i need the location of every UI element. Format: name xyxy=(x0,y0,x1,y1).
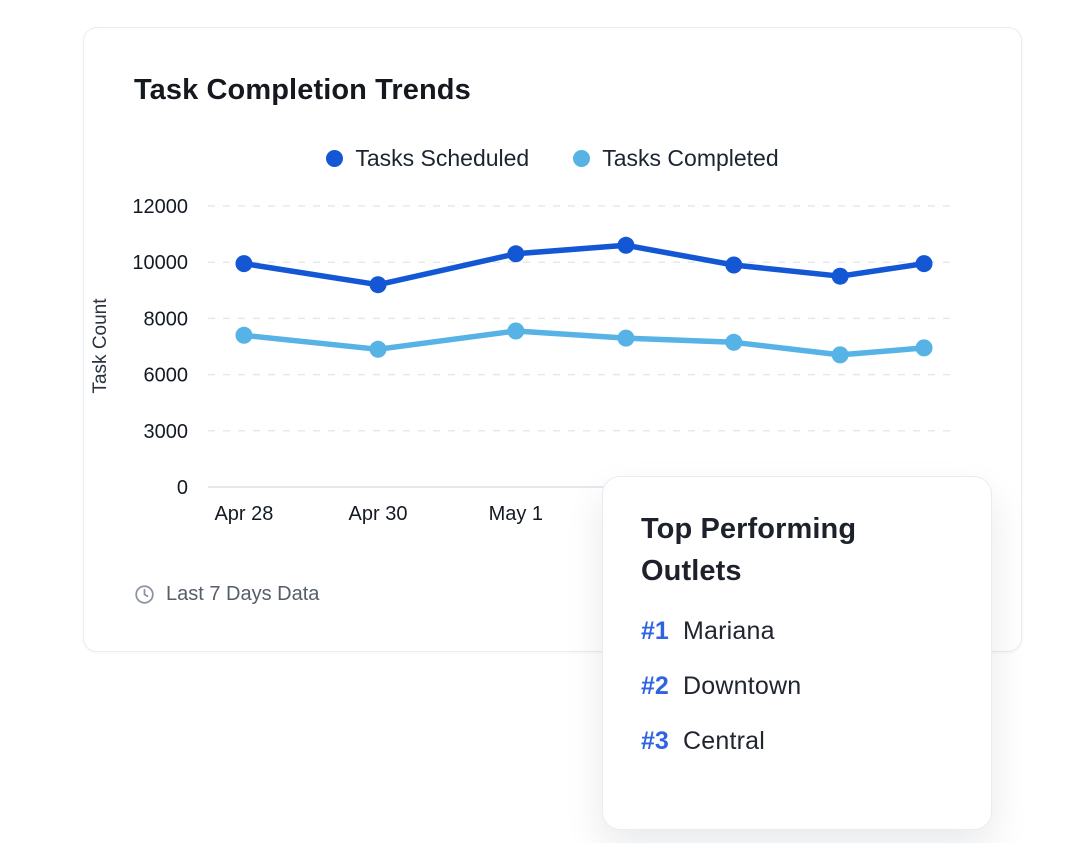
y-tick-label: 10000 xyxy=(132,252,188,274)
task-trends-card: Task Completion Trends Tasks Scheduled Ta… xyxy=(83,27,1022,652)
outlet-name: Mariana xyxy=(683,617,775,645)
legend-item-tasks-scheduled[interactable]: Tasks Scheduled xyxy=(326,145,529,172)
chart-title: Task Completion Trends xyxy=(134,74,471,106)
top-outlets-card: Top Performing Outlets #1 Mariana #2 Downto… xyxy=(602,476,992,830)
y-tick-label: 3000 xyxy=(144,421,189,443)
legend-dot-icon xyxy=(573,150,591,167)
y-axis-title: Task Count xyxy=(90,298,111,394)
y-tick-label: 0 xyxy=(177,477,188,499)
chart-footer: Last 7 Days Data xyxy=(134,583,319,606)
y-tick-label: 12000 xyxy=(132,196,188,218)
x-tick-label: Apr 30 xyxy=(349,503,408,525)
line-tasks-scheduled xyxy=(241,242,927,288)
outlet-item-central: #3 Central xyxy=(641,727,961,756)
line-tasks-completed xyxy=(241,328,927,358)
outlet-rank: #1 xyxy=(641,617,669,645)
outlet-rank: #3 xyxy=(641,727,669,755)
y-tick-label: 6000 xyxy=(144,365,189,387)
x-tick-label: May 1 xyxy=(489,503,543,525)
x-tick-label: Apr 28 xyxy=(214,503,273,525)
outlet-item-mariana: #1 Mariana xyxy=(641,617,961,646)
data-point-tasks-completed-0[interactable] xyxy=(235,326,253,344)
legend-label: Tasks Scheduled xyxy=(355,145,530,171)
outlet-rank: #2 xyxy=(641,672,669,700)
legend-label: Tasks Completed xyxy=(602,145,779,171)
data-point-tasks-completed-6[interactable] xyxy=(915,339,933,357)
data-point-tasks-completed-1[interactable] xyxy=(369,340,387,358)
data-point-tasks-scheduled-1[interactable] xyxy=(369,276,387,294)
data-point-tasks-scheduled-3[interactable] xyxy=(617,236,635,254)
data-point-tasks-scheduled-6[interactable] xyxy=(915,255,933,273)
data-point-tasks-completed-2[interactable] xyxy=(507,322,525,340)
outlet-item-downtown: #2 Downtown xyxy=(641,672,961,701)
data-point-tasks-scheduled-0[interactable] xyxy=(235,255,253,273)
data-point-tasks-completed-5[interactable] xyxy=(831,346,849,364)
data-point-tasks-completed-4[interactable] xyxy=(725,333,743,351)
legend-dot-icon xyxy=(326,150,344,167)
outlet-name: Downtown xyxy=(683,672,802,700)
data-point-tasks-scheduled-2[interactable] xyxy=(507,245,525,263)
y-tick-label: 8000 xyxy=(144,308,189,330)
clock-icon xyxy=(135,585,154,604)
outlets-title: Top Performing Outlets xyxy=(641,513,857,587)
outlet-name: Central xyxy=(683,727,765,755)
outlets-list: #1 Mariana #2 Downtown #3 Central xyxy=(641,617,961,756)
chart-legend: Tasks Scheduled Tasks Completed xyxy=(84,145,1021,172)
data-point-tasks-scheduled-4[interactable] xyxy=(725,256,743,274)
footer-label: Last 7 Days Data xyxy=(166,583,320,605)
data-point-tasks-scheduled-5[interactable] xyxy=(831,267,849,285)
data-point-tasks-completed-3[interactable] xyxy=(617,329,635,347)
legend-item-tasks-completed[interactable]: Tasks Completed xyxy=(573,145,779,172)
